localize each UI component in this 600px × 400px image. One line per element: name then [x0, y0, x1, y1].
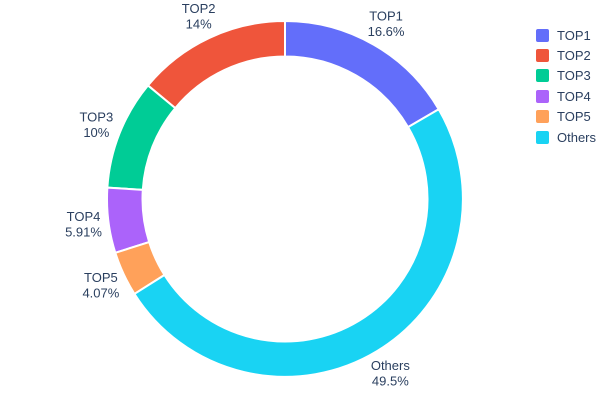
slice-label-top5: TOP5 4.07% [82, 270, 119, 301]
legend: TOP1 TOP2 TOP3 TOP4 TOP5 Others [536, 25, 596, 147]
legend-label: TOP1 [557, 27, 591, 43]
slice-top3[interactable] [106, 84, 177, 191]
slice-top5[interactable] [114, 241, 166, 295]
legend-swatch-top5 [536, 110, 549, 124]
slice-label-top1: TOP1 16.6% [368, 8, 405, 38]
slice-top1[interactable] [284, 20, 440, 129]
legend-swatch-top3 [536, 69, 549, 83]
legend-item-top1[interactable]: TOP1 [536, 25, 596, 45]
legend-item-others[interactable]: Others [536, 127, 596, 147]
slice-label-others: Others 49.5% [371, 358, 411, 389]
legend-label: Others [557, 129, 597, 145]
slice-label-top3: TOP3 10% [79, 110, 113, 141]
legend-item-top3[interactable]: TOP3 [536, 66, 596, 86]
legend-label: TOP5 [557, 109, 591, 125]
legend-label: TOP4 [557, 88, 591, 104]
slice-others[interactable] [133, 108, 464, 378]
slice-top4[interactable] [105, 186, 151, 254]
legend-label: TOP2 [557, 48, 591, 64]
legend-label: TOP3 [557, 68, 591, 84]
legend-swatch-others [536, 130, 549, 144]
legend-swatch-top1 [536, 28, 549, 42]
slice-label-top4: TOP4 5.91% [65, 209, 102, 240]
legend-item-top2[interactable]: TOP2 [536, 45, 596, 65]
legend-swatch-top4 [536, 89, 549, 103]
legend-swatch-top2 [536, 49, 549, 63]
slice-top2[interactable] [146, 20, 286, 110]
legend-item-top4[interactable]: TOP4 [536, 86, 596, 106]
legend-item-top5[interactable]: TOP5 [536, 107, 596, 127]
slice-label-top2: TOP2 14% [182, 1, 216, 32]
